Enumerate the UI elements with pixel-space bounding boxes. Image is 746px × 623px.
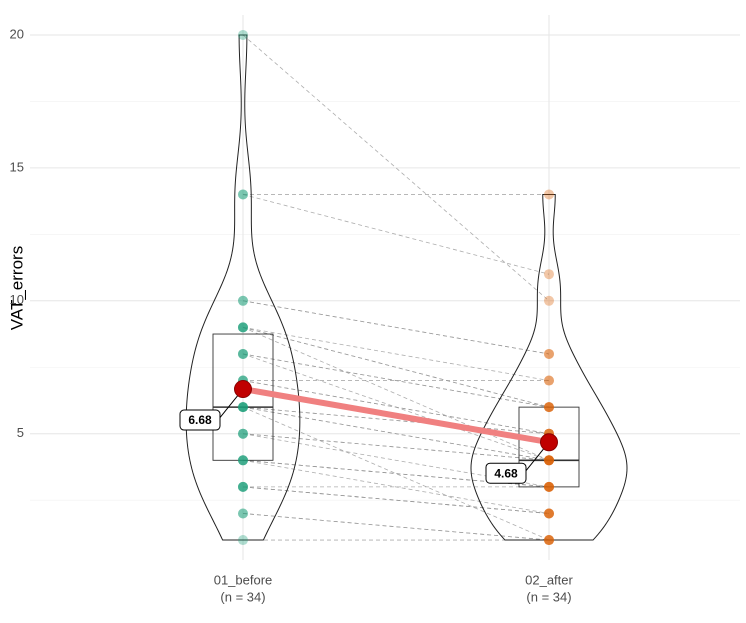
- data-point: [544, 348, 554, 359]
- data-point: [238, 348, 248, 359]
- y-tick-label: 20: [10, 26, 24, 41]
- mean-label: 6.68: [188, 413, 212, 427]
- data-point: [238, 481, 248, 492]
- data-point: [544, 508, 554, 519]
- data-point: [544, 455, 554, 466]
- data-point: [544, 455, 554, 466]
- paired-line: [242, 433, 550, 488]
- paired-line: [242, 406, 550, 435]
- data-point: [238, 481, 248, 492]
- data-point: [238, 402, 248, 413]
- data-point: [544, 508, 554, 519]
- mean-label-box: [179, 409, 221, 431]
- data-point: [238, 295, 248, 306]
- data-point: [544, 455, 554, 466]
- data-point: [544, 535, 554, 546]
- paired-line: [242, 300, 550, 355]
- data-point: [238, 481, 248, 492]
- data-point: [238, 295, 248, 306]
- data-point: [238, 322, 248, 333]
- data-point: [238, 455, 248, 466]
- x-tick-sublabel: (n = 34): [220, 589, 265, 604]
- paired-line: [242, 194, 550, 275]
- paired-line: [242, 326, 550, 381]
- paired-line: [242, 406, 550, 461]
- data-point: [238, 455, 248, 466]
- data-point: [544, 269, 554, 280]
- paired-line: [242, 513, 550, 541]
- y-tick-label: 15: [10, 159, 24, 174]
- paired-line: [242, 326, 550, 408]
- data-point: [238, 402, 248, 413]
- data-point: [544, 402, 554, 413]
- y-tick-label: 5: [17, 425, 24, 440]
- data-point: [238, 322, 248, 333]
- data-point: [544, 402, 554, 413]
- paired-line: [242, 380, 550, 435]
- data-point: [238, 322, 248, 333]
- mean-label: 4.68: [494, 466, 518, 480]
- data-point: [544, 348, 554, 359]
- data-point: [238, 402, 248, 413]
- data-point: [544, 535, 554, 546]
- data-point: [544, 375, 554, 386]
- y-tick-label: 10: [10, 292, 24, 307]
- data-point: [544, 295, 554, 306]
- paired-line: [242, 433, 550, 461]
- data-point: [238, 428, 248, 439]
- data-point: [544, 402, 554, 413]
- data-point: [238, 322, 248, 333]
- data-point: [238, 508, 248, 519]
- y-axis-title: VAT_errors: [7, 246, 26, 330]
- violin: [185, 34, 301, 541]
- data-point: [238, 189, 248, 200]
- violin: [470, 193, 628, 541]
- data-point: [544, 535, 554, 546]
- mean-point: [540, 433, 558, 452]
- paired-line: [242, 34, 550, 302]
- mean-label-box: [485, 462, 527, 484]
- data-point: [544, 481, 554, 492]
- data-point: [544, 508, 554, 519]
- data-point: [544, 455, 554, 466]
- data-point: [544, 189, 554, 200]
- data-point: [544, 481, 554, 492]
- box: [518, 406, 580, 488]
- mean-line: [242, 386, 550, 446]
- paired-line: [242, 486, 550, 514]
- data-point: [238, 348, 248, 359]
- data-point: [238, 428, 248, 439]
- x-tick-label: 01_before: [214, 572, 273, 587]
- data-point: [238, 402, 248, 413]
- data-point: [238, 481, 248, 492]
- mean-point: [234, 380, 252, 399]
- data-point: [238, 29, 248, 40]
- data-point: [544, 375, 554, 386]
- data-point: [544, 481, 554, 492]
- data-point: [544, 402, 554, 413]
- data-point: [238, 402, 248, 413]
- data-point: [238, 348, 248, 359]
- data-point: [544, 481, 554, 492]
- data-point: [544, 481, 554, 492]
- data-point: [544, 455, 554, 466]
- data-point: [238, 535, 248, 546]
- data-point: [238, 455, 248, 466]
- data-point: [544, 535, 554, 546]
- data-point: [238, 508, 248, 519]
- data-point: [238, 189, 248, 200]
- data-point: [238, 455, 248, 466]
- data-point: [238, 428, 248, 439]
- data-point: [544, 455, 554, 466]
- x-tick-sublabel: (n = 34): [526, 589, 571, 604]
- x-tick-label: 02_after: [525, 572, 573, 587]
- data-point: [544, 508, 554, 519]
